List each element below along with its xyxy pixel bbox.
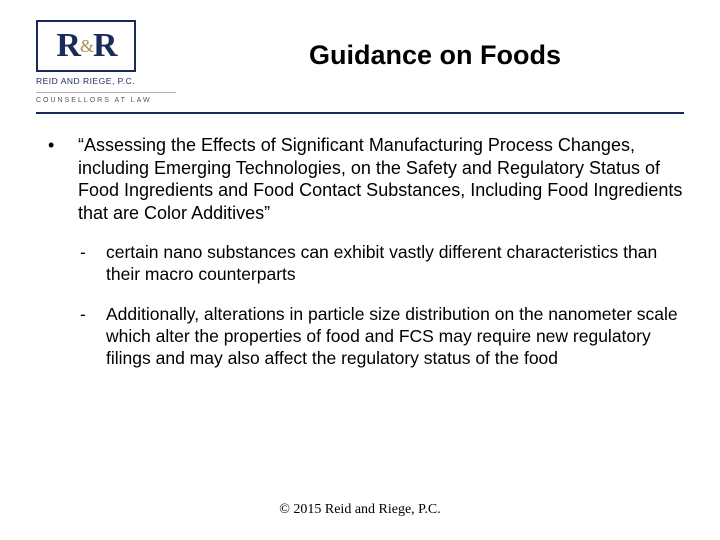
sub-bullet-1-text: certain nano substances can exhibit vast… — [106, 242, 657, 284]
header: R&R REID AND RIEGE, P.C. COUNSELLORS AT … — [36, 20, 684, 104]
list-item: “Assessing the Effects of Significant Ma… — [36, 134, 684, 369]
logo-divider — [36, 92, 176, 93]
header-rule — [36, 112, 684, 114]
bullet-main-text: “Assessing the Effects of Significant Ma… — [78, 135, 682, 223]
logo-letter-left: R — [56, 27, 79, 65]
copyright-footer: © 2015 Reid and Riege, P.C. — [0, 502, 720, 518]
slide: R&R REID AND RIEGE, P.C. COUNSELLORS AT … — [0, 0, 720, 540]
logo-icon: R&R — [36, 20, 136, 72]
list-item: Additionally, alterations in particle si… — [78, 304, 684, 370]
logo-ampersand: & — [79, 36, 93, 57]
sub-bullet-2-text: Additionally, alterations in particle si… — [106, 304, 678, 368]
bullet-list: “Assessing the Effects of Significant Ma… — [36, 134, 684, 369]
page-title: Guidance on Foods — [186, 20, 684, 71]
logo-tagline: COUNSELLORS AT LAW — [36, 97, 186, 104]
logo-letter-right: R — [93, 27, 116, 65]
logo-block: R&R REID AND RIEGE, P.C. COUNSELLORS AT … — [36, 20, 186, 104]
body-content: “Assessing the Effects of Significant Ma… — [36, 134, 684, 369]
logo-firm-name: REID AND RIEGE, P.C. — [36, 76, 186, 86]
sub-bullet-list: certain nano substances can exhibit vast… — [78, 242, 684, 369]
list-item: certain nano substances can exhibit vast… — [78, 242, 684, 286]
